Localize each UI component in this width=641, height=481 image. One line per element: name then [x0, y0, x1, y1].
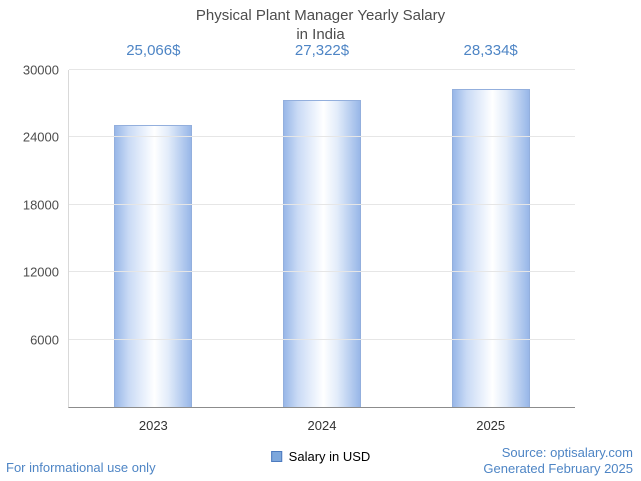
bar-slots: 25,066$ 2023 27,322$ 2024 28,334$ 2025 — [69, 42, 575, 433]
gridline — [69, 338, 575, 340]
bar-group: 28,334$ 2025 — [406, 42, 575, 433]
y-axis-tick-label: 6000 — [30, 332, 59, 348]
x-axis-tick-label: 2024 — [307, 418, 337, 433]
gridline — [69, 69, 575, 70]
gridline — [69, 136, 575, 138]
gridline — [69, 271, 575, 273]
x-axis-tick-label: 2023 — [138, 418, 168, 433]
generated-text: Generated February 2025 — [483, 461, 633, 476]
y-axis-tick-label: 30000 — [22, 62, 59, 78]
legend: Salary in USD — [270, 449, 371, 464]
y-axis-tick-label: 12000 — [22, 264, 59, 280]
bar-value-label: 25,066$ — [126, 42, 181, 59]
salary-bar — [283, 100, 361, 407]
bar-group: 27,322$ 2024 — [238, 42, 407, 433]
salary-bar — [114, 125, 193, 407]
disclaimer-text: For informational use only — [6, 460, 156, 475]
source-block: Source: optisalary.com Generated Februar… — [483, 445, 633, 477]
bar-value-label: 27,322$ — [294, 42, 350, 59]
gridline — [69, 203, 575, 205]
legend-label: Salary in USD — [288, 449, 371, 464]
salary-bar — [451, 88, 530, 407]
y-axis-tick-label: 24000 — [22, 129, 59, 145]
x-axis-tick-label: 2025 — [476, 418, 506, 433]
source-text: Source: optisalary.com — [501, 445, 633, 460]
plot-area: 25,066$ 2023 27,322$ 2024 28,334$ 2025 6000 12… — [23, 42, 575, 433]
bar-group: 25,066$ 2023 — [69, 42, 238, 433]
y-axis-tick-label: 18000 — [22, 197, 59, 213]
bar-value-label: 28,334$ — [463, 42, 518, 59]
legend-swatch — [270, 451, 282, 462]
chart-title: Physical Plant Manager Yearly Salary in … — [195, 7, 446, 43]
